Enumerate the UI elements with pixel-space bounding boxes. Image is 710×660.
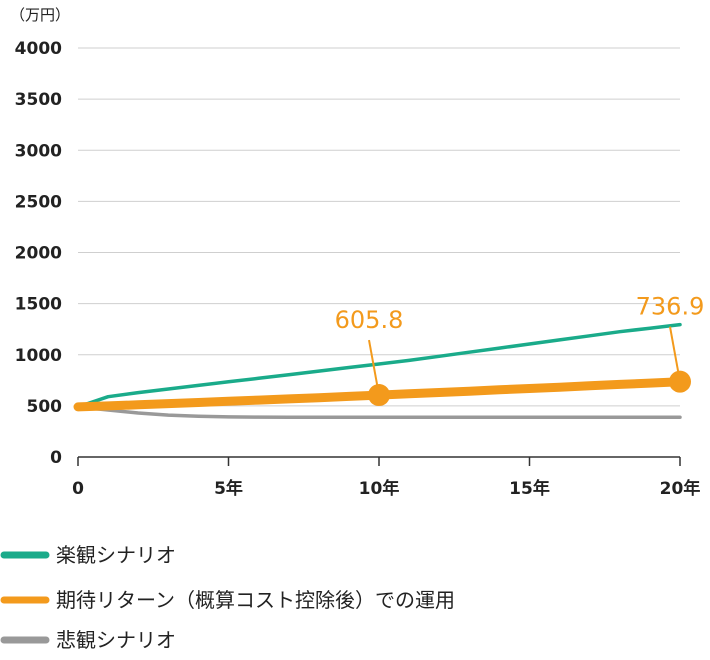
y-tick-label: 1000 [15, 346, 62, 366]
y-tick-label: 3000 [15, 141, 62, 161]
y-tick-label: 0 [50, 448, 62, 468]
x-tick-label: 5年 [214, 478, 243, 499]
y-tick-label: 4000 [15, 39, 62, 59]
annotation-point [368, 384, 390, 407]
y-unit-label: （万円） [10, 6, 70, 24]
y-tick-label: 3500 [15, 90, 62, 110]
y-axis-tick-labels: 0 500 1000 1500 2000 2500 3000 3500 4000 [15, 39, 62, 468]
annotation-label: 605.8 [335, 306, 404, 334]
legend-label: 楽観シナリオ [56, 543, 176, 567]
data-annotations: 605.8 736.9 [335, 293, 705, 407]
annotation-label: 736.9 [636, 293, 705, 321]
series-line-2 [76, 405, 682, 419]
x-tick-label: 0 [72, 479, 84, 499]
annotation-point [669, 370, 691, 393]
x-axis-tick-labels: 0 5年 10年 15年 20年 [72, 457, 700, 499]
y-tick-label: 2000 [15, 244, 62, 264]
x-tick-label: 10年 [359, 478, 400, 499]
y-tick-label: 500 [27, 397, 63, 417]
x-tick-label: 20年 [660, 478, 701, 499]
series-line-0 [76, 322, 682, 409]
y-tick-label: 2500 [15, 192, 62, 212]
legend-label: 悲観シナリオ [56, 628, 176, 652]
legend-label: 期待リターン（概算コスト控除後）での運用 [56, 588, 455, 612]
x-tick-label: 15年 [509, 478, 550, 499]
y-tick-label: 1500 [15, 295, 62, 315]
